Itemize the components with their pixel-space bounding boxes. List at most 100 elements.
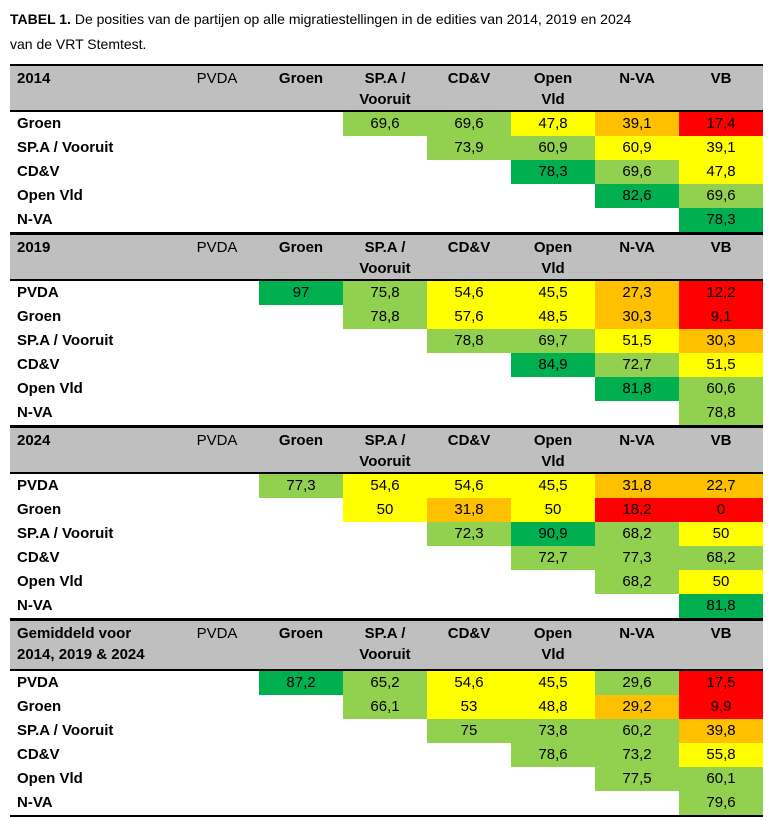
table-row: SP.A / Vooruit 75 73,8 60,2 39,8 <box>10 719 763 743</box>
score-cell: 65,2 <box>343 671 427 695</box>
score-cell: 73,9 <box>427 136 511 160</box>
table-row: N-VA 79,6 <box>10 791 763 815</box>
empty-cell <box>595 208 679 232</box>
table-row: SP.A / Vooruit 73,9 60,9 60,9 39,1 <box>10 136 763 160</box>
table-row: Open Vld 68,2 50 <box>10 570 763 594</box>
column-header-cdv: CD&V <box>447 239 491 256</box>
column-header-open-vld: Open Vld <box>533 70 573 108</box>
column-header-spa-vooruit: SP.A / Vooruit <box>359 239 411 277</box>
empty-cell <box>595 401 679 425</box>
empty-cell <box>259 743 343 767</box>
row-party-label: N-VA <box>17 211 53 228</box>
score-cell: 90,9 <box>511 522 595 546</box>
table-row: Groen 78,8 57,6 48,5 30,3 9,1 <box>10 305 763 329</box>
empty-cell <box>343 767 427 791</box>
row-party-label: SP.A / Vooruit <box>17 722 114 739</box>
empty-cell <box>175 546 259 570</box>
empty-cell <box>427 594 511 618</box>
empty-cell <box>343 377 427 401</box>
empty-cell <box>175 474 259 498</box>
empty-cell <box>175 329 259 353</box>
score-cell: 87,2 <box>259 671 343 695</box>
row-party-label: CD&V <box>17 746 60 763</box>
empty-cell <box>343 791 427 815</box>
score-cell: 72,3 <box>427 522 511 546</box>
row-party-label: Groen <box>17 698 62 715</box>
score-cell: 17,4 <box>679 112 763 136</box>
empty-cell <box>511 208 595 232</box>
row-party-label: Open Vld <box>17 770 83 787</box>
score-cell: 18,2 <box>595 498 679 522</box>
column-header-open-vld: Open Vld <box>533 432 573 470</box>
score-cell: 50 <box>343 498 427 522</box>
empty-cell <box>259 570 343 594</box>
score-cell: 78,3 <box>679 208 763 232</box>
table-row: CD&V 78,3 69,6 47,8 <box>10 160 763 184</box>
score-cell: 48,8 <box>511 695 595 719</box>
score-cell: 54,6 <box>343 474 427 498</box>
empty-cell <box>175 160 259 184</box>
score-cell: 79,6 <box>679 791 763 815</box>
row-party-label: CD&V <box>17 356 60 373</box>
empty-cell <box>343 546 427 570</box>
score-cell: 27,3 <box>595 281 679 305</box>
score-cell: 78,8 <box>427 329 511 353</box>
empty-cell <box>343 743 427 767</box>
section-label: 2024 <box>17 432 51 449</box>
column-header-nva: N-VA <box>619 239 655 256</box>
column-header-cdv: CD&V <box>447 432 491 449</box>
score-cell: 60,9 <box>511 136 595 160</box>
score-cell: 57,6 <box>427 305 511 329</box>
column-header-groen: Groen <box>278 70 324 87</box>
row-party-label: PVDA <box>17 477 59 494</box>
empty-cell <box>427 546 511 570</box>
row-party-label: Groen <box>17 501 62 518</box>
column-header-open-vld: Open Vld <box>533 625 573 663</box>
score-cell: 69,6 <box>679 184 763 208</box>
caption-label: TABEL 1. <box>10 11 71 27</box>
empty-cell <box>427 184 511 208</box>
row-party-label: Open Vld <box>17 573 83 590</box>
empty-cell <box>259 594 343 618</box>
score-cell: 54,6 <box>427 671 511 695</box>
empty-cell <box>175 719 259 743</box>
row-party-label: Open Vld <box>17 380 83 397</box>
empty-cell <box>343 570 427 594</box>
empty-cell <box>175 112 259 136</box>
empty-cell <box>259 791 343 815</box>
score-cell: 51,5 <box>595 329 679 353</box>
empty-cell <box>259 305 343 329</box>
caption-line-1: TABEL 1. De posities van de partijen op … <box>10 7 754 32</box>
row-party-label: CD&V <box>17 163 60 180</box>
empty-cell <box>259 546 343 570</box>
section-header-2014: 2014 PVDA Groen SP.A / Vooruit CD&V Open Vld N-V… <box>10 64 763 112</box>
score-cell: 78,8 <box>343 305 427 329</box>
score-cell: 29,6 <box>595 671 679 695</box>
empty-cell <box>343 208 427 232</box>
score-cell: 0 <box>679 498 763 522</box>
empty-cell <box>427 570 511 594</box>
score-cell: 81,8 <box>595 377 679 401</box>
empty-cell <box>175 522 259 546</box>
empty-cell <box>259 401 343 425</box>
column-header-spa-vooruit: SP.A / Vooruit <box>359 432 411 470</box>
score-cell: 73,2 <box>595 743 679 767</box>
score-cell: 50 <box>679 522 763 546</box>
column-header-nva: N-VA <box>619 625 655 642</box>
empty-cell <box>175 281 259 305</box>
score-cell: 22,7 <box>679 474 763 498</box>
score-cell: 72,7 <box>595 353 679 377</box>
score-cell: 60,9 <box>595 136 679 160</box>
empty-cell <box>343 184 427 208</box>
empty-cell <box>511 791 595 815</box>
column-header-spa-vooruit: SP.A / Vooruit <box>359 70 411 108</box>
empty-cell <box>511 377 595 401</box>
row-party-label: SP.A / Vooruit <box>17 525 114 542</box>
score-cell: 9,9 <box>679 695 763 719</box>
column-header-open-vld: Open Vld <box>533 239 573 277</box>
score-cell: 47,8 <box>679 160 763 184</box>
score-cell: 45,5 <box>511 474 595 498</box>
empty-cell <box>427 401 511 425</box>
empty-cell <box>259 329 343 353</box>
column-header-groen: Groen <box>278 625 324 642</box>
